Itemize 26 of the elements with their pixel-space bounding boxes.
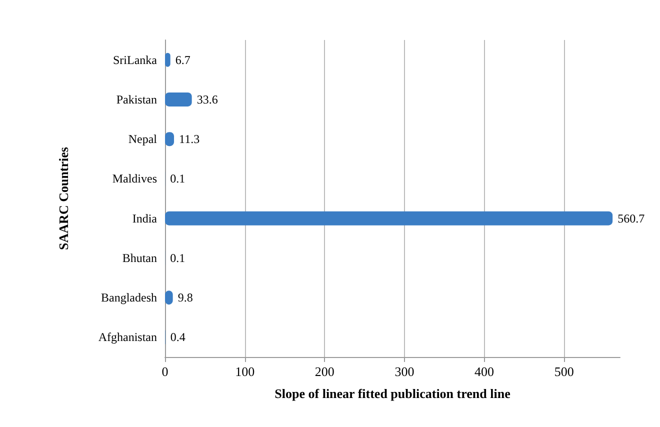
y-tick-label: Pakistan xyxy=(116,92,157,106)
bar xyxy=(165,211,613,226)
data-label: 33.6 xyxy=(196,92,218,106)
y-axis-title: SAARC Countries xyxy=(56,147,71,250)
data-label: 0.1 xyxy=(170,250,186,265)
data-label: 0.4 xyxy=(170,330,186,344)
y-tick-label: Bhutan xyxy=(122,250,157,265)
x-tick-label: 200 xyxy=(314,364,334,379)
x-tick-label: 0 xyxy=(162,364,168,379)
x-tick-label: 400 xyxy=(474,364,494,379)
x-axis-title: Slope of linear fitted publication trend line xyxy=(274,386,511,401)
y-tick-label: Nepal xyxy=(128,132,158,146)
x-tick-label: 500 xyxy=(554,364,574,379)
data-label: 9.8 xyxy=(178,290,193,305)
x-tick-label: 300 xyxy=(394,364,414,379)
data-label: 6.7 xyxy=(175,52,190,67)
y-tick-label: Maldives xyxy=(112,172,158,186)
data-label: 11.3 xyxy=(179,132,200,146)
y-tick-label: Bangladesh xyxy=(101,290,157,305)
x-tick-label: 100 xyxy=(235,364,255,379)
data-label: 560.7 xyxy=(618,211,645,226)
y-tick-label: India xyxy=(132,211,158,226)
y-tick-label: SriLanka xyxy=(113,52,158,67)
y-tick-label: Afghanistan xyxy=(98,330,157,344)
data-label: 0.1 xyxy=(170,172,186,186)
bar xyxy=(165,92,192,106)
